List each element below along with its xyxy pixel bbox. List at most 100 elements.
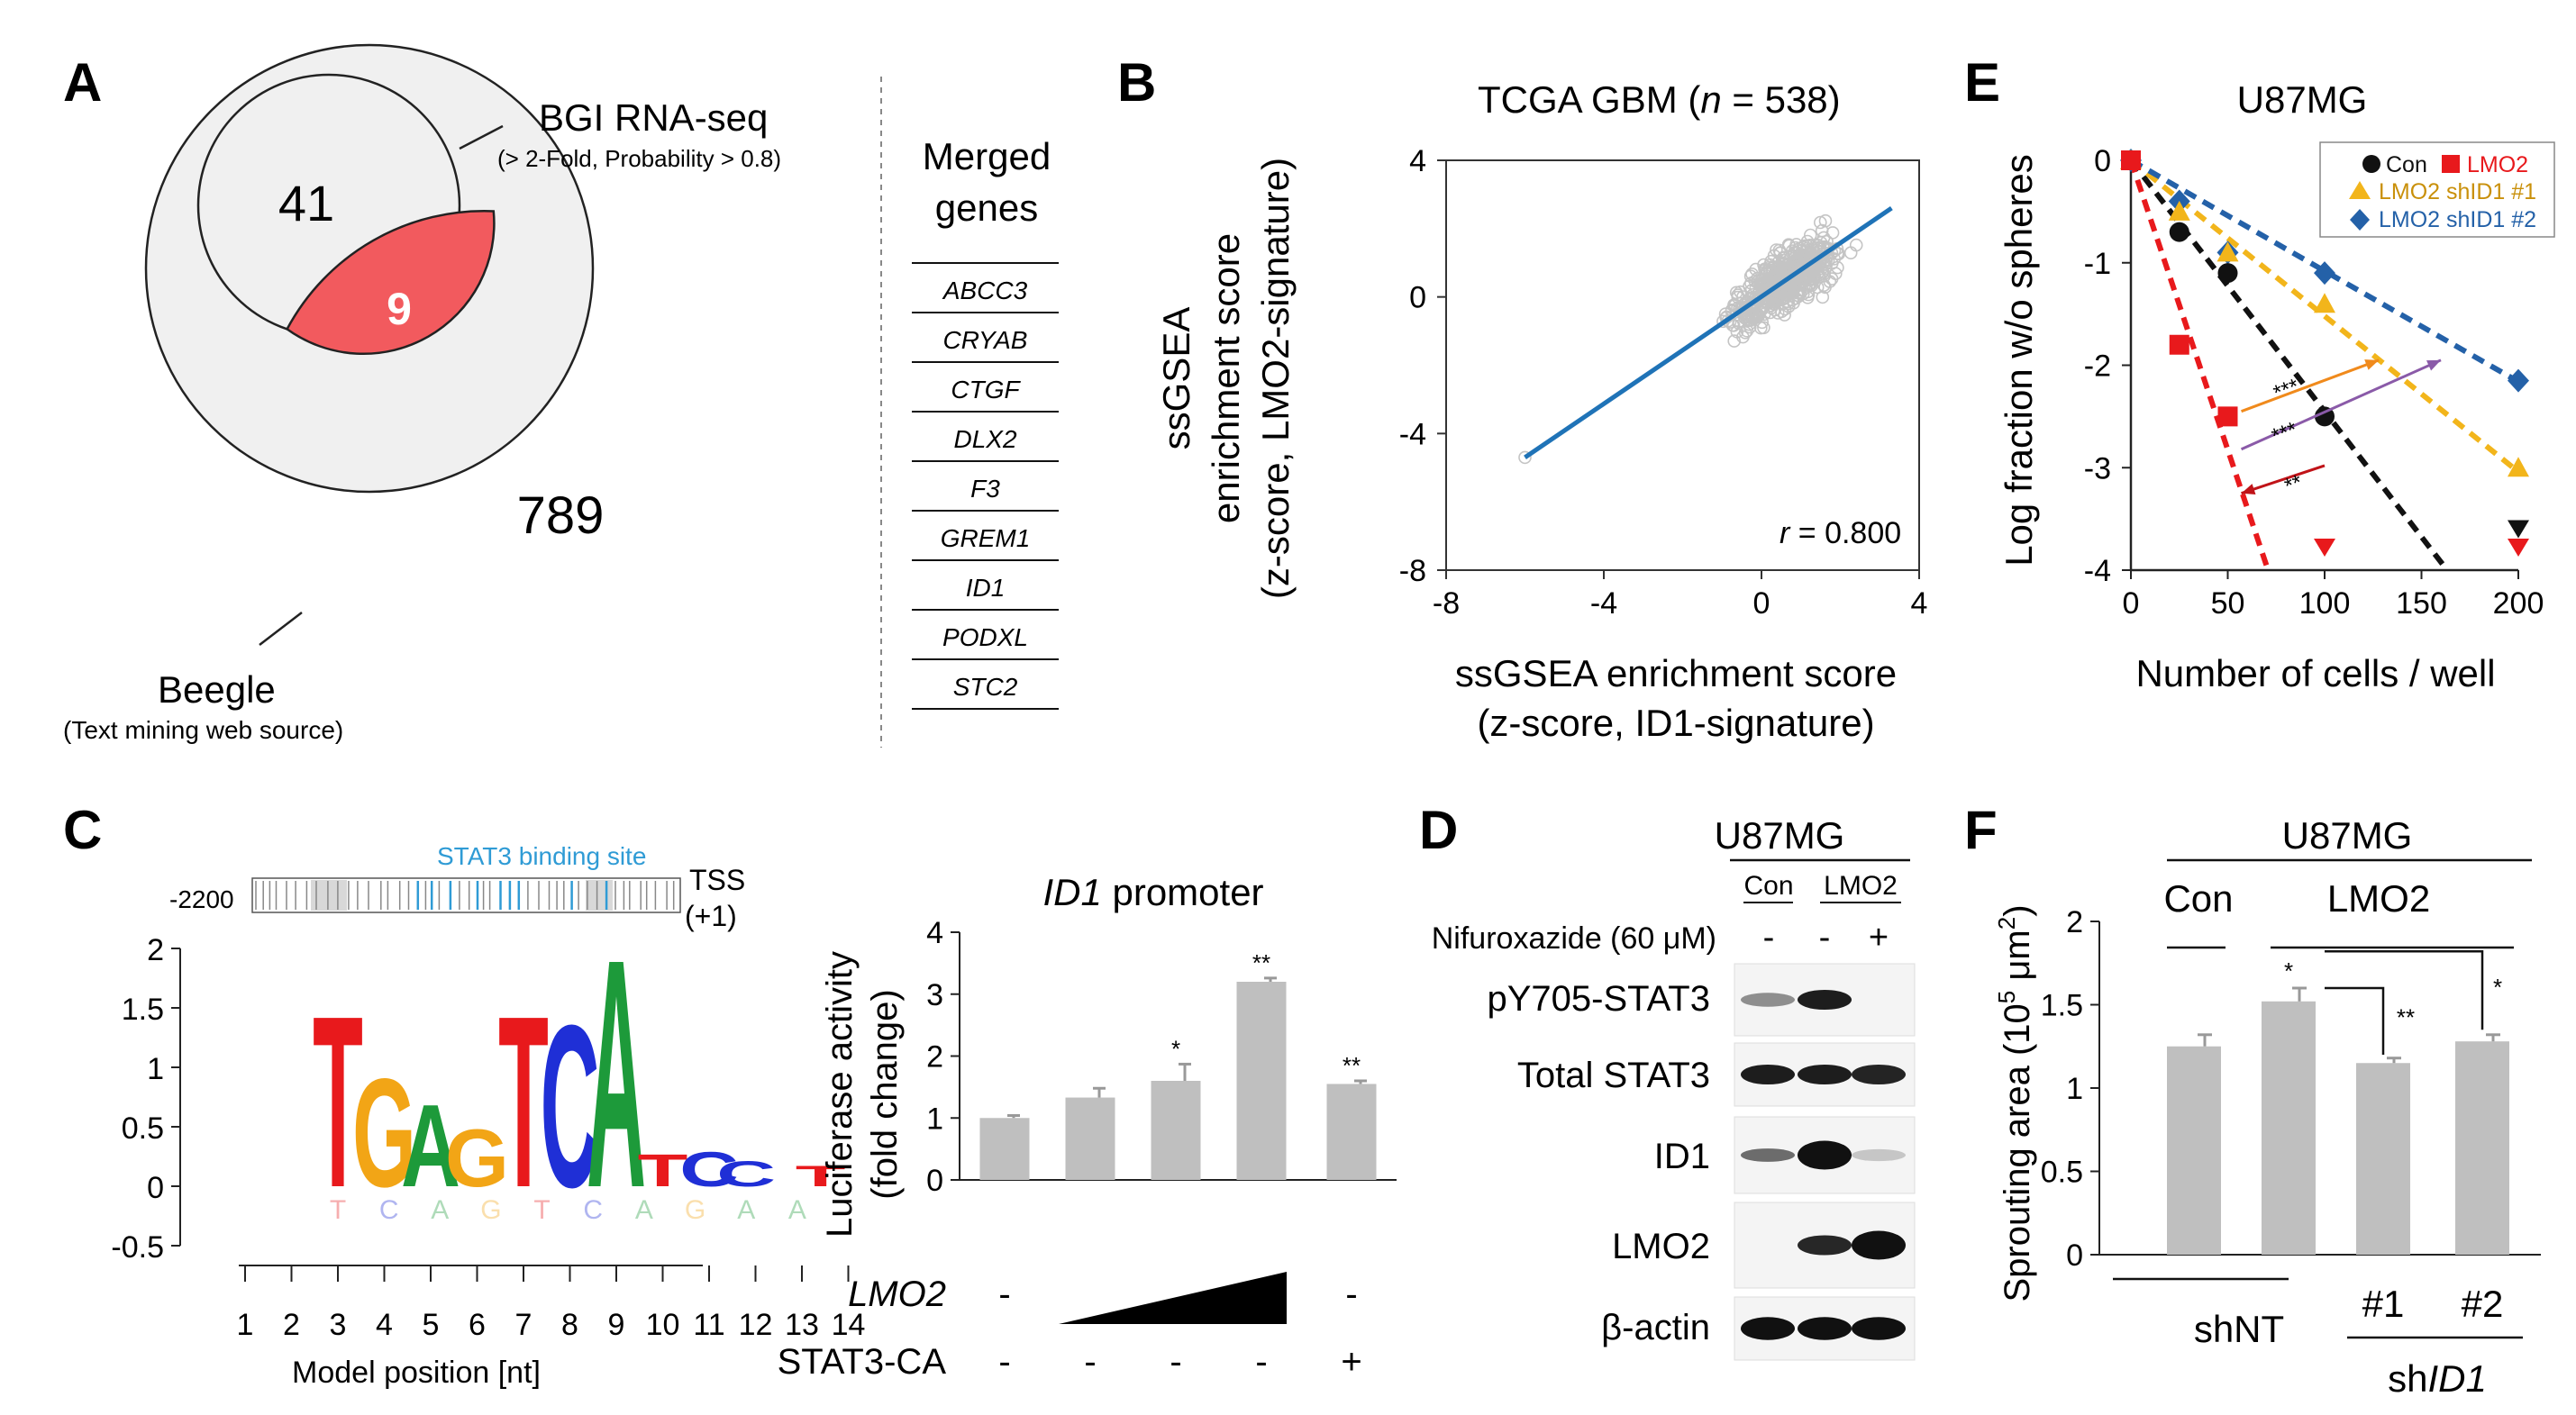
point-lmo2: [2217, 406, 2238, 427]
scatter-point: [1788, 251, 1802, 265]
blot-band: [1798, 1317, 1852, 1340]
y-tick-label: 0.5: [2041, 1156, 2083, 1190]
y-tick-label: 1: [147, 1052, 164, 1086]
bgi-only-count: 41: [278, 175, 334, 231]
y-tick-label: 1.5: [122, 993, 164, 1027]
scatter-point: [1744, 296, 1758, 311]
x-tick-label: 0: [1753, 586, 1770, 621]
bgi-subtitle: (> 2-Fold, Probability > 0.8): [497, 145, 781, 172]
logo-letter: C: [716, 1154, 776, 1194]
significance-label: *: [2493, 974, 2502, 1001]
legend-sh2-marker: [2350, 209, 2370, 231]
significance-label: **: [1252, 949, 1270, 976]
x-tick-label: 3: [330, 1308, 347, 1342]
scatter-point: [1757, 300, 1771, 313]
blot-band: [1798, 1235, 1852, 1256]
scatter-point: [1760, 296, 1773, 310]
y-tick-label: 4: [926, 916, 943, 950]
lmo2-row-label: LMO2: [848, 1274, 946, 1314]
sprouting-bar: [2167, 1046, 2221, 1255]
y-tick-label: 0: [926, 1164, 943, 1198]
luciferase-y-label: Luciferase activity (fold change): [820, 951, 905, 1238]
stat3ca-row-label: STAT3-CA: [778, 1342, 947, 1382]
blot-band: [1798, 989, 1852, 1011]
merged-gene-list: ABCC3 CRYAB CTGF DLX2 F3 GREM1 ID1 PODXL STC2: [912, 262, 1059, 710]
merged-gene: CRYAB: [943, 326, 1028, 354]
x-tick-label: 4: [1911, 586, 1928, 621]
scatter-point: [1778, 302, 1792, 316]
fit-line-sh2: [2129, 158, 2520, 385]
shid1-gene: ID1: [2428, 1357, 2487, 1400]
legend-sh2: LMO2 shID1 #2: [2379, 207, 2536, 232]
scatter-point: [1803, 277, 1816, 291]
scatter-point: [1727, 334, 1741, 348]
scatter-point: [1749, 262, 1762, 277]
scatter-point: [1754, 321, 1768, 335]
point-sh1: [2168, 200, 2190, 221]
luciferase-bar: [979, 1118, 1030, 1180]
x-tick-label: 6: [469, 1308, 486, 1342]
x-tick-label: 11: [693, 1308, 724, 1342]
correlation-label: r = 0.800: [1780, 516, 1901, 550]
panel-d: D U87MG Con LMO2 Nifuroxazide (60 μM) - …: [1419, 800, 1916, 1361]
blot-band: [1798, 1140, 1852, 1170]
scatter-y-label-3: (z-score, LMO2-signature): [1254, 158, 1297, 599]
legend-lmo2-marker: [2442, 155, 2460, 173]
significance-label: **: [1343, 1052, 1361, 1079]
point-con-below-limit: [2508, 520, 2529, 539]
y-tick-label: -0.5: [111, 1230, 164, 1265]
blot-band: [1798, 1064, 1852, 1085]
y-tick-label: 2: [926, 1040, 943, 1075]
x-tick-label: 13: [785, 1308, 819, 1342]
beegle-title: Beegle: [158, 668, 276, 711]
treatment-sign-1: -: [1763, 919, 1775, 957]
panel-b: B TCGA GBM (n = 538) -8 -4 0 4 4 0 -4 -8 r = 0…: [1117, 52, 1927, 744]
logo-letter-faint: T: [330, 1195, 346, 1225]
logo-letter-faint: G: [685, 1195, 705, 1225]
scatter-point: [1843, 246, 1858, 260]
blot-membrane: [1734, 963, 1916, 1037]
blot-label: LMO2: [1612, 1227, 1710, 1266]
significance-arrowhead: [2241, 484, 2256, 494]
logo-letter-faint: A: [788, 1195, 806, 1225]
y-tick-label: -8: [1399, 554, 1426, 588]
stat3-binding-label: STAT3 binding site: [437, 842, 646, 870]
scatter-title-main: TCGA GBM (: [1478, 78, 1700, 121]
y-tick-label: 2: [147, 933, 164, 967]
y-tick-label: -4: [1399, 417, 1426, 451]
lmo2-dose-wedge: [1059, 1272, 1287, 1324]
y-tick-label: -4: [2084, 554, 2111, 588]
scatter-point: [1731, 290, 1745, 304]
scatter-point: [1816, 290, 1830, 304]
legend-sh1-marker: [2349, 181, 2371, 199]
beegle-only-count: 789: [517, 486, 605, 545]
motif-logo-axes: 21.510.50-0.51 2 3 4 5 6 7 8 9 10 11 12 13 14: [111, 933, 865, 1342]
overlap-region: [285, 210, 496, 356]
beegle-subtitle: (Text mining web source): [63, 716, 343, 744]
bgi-leader-line: [459, 124, 504, 150]
stat3ca-sign: -: [998, 1342, 1010, 1382]
luciferase-bar: [1326, 1084, 1377, 1180]
panel-d-letter: D: [1419, 800, 1458, 860]
logo-letter-faint: A: [737, 1195, 755, 1225]
point-lmo2: [2169, 334, 2189, 355]
scatter-point: [1788, 245, 1801, 259]
point-lmo2-below-limit: [2508, 538, 2529, 557]
significance-label: *: [2284, 957, 2293, 984]
y-tick-label: 3: [926, 978, 943, 1012]
logo-letter: A: [587, 891, 646, 1256]
blot-label: ID1: [1654, 1137, 1710, 1176]
shid1-prefix: sh: [2388, 1357, 2427, 1400]
scatter-point: [1518, 450, 1532, 465]
sprouting-con: Con: [2163, 877, 2233, 920]
merged-gene: PODXL: [942, 623, 1028, 651]
merged-gene: GREM1: [941, 524, 1031, 552]
panel-f: F U87MG Con LMO2 Sprouting area (105 μm2…: [1964, 800, 2541, 1400]
logo-letter: T: [638, 1145, 688, 1196]
beegle-leader-line: [259, 612, 303, 646]
scatter-x-label-2: (z-score, ID1-signature): [1477, 702, 1874, 744]
lda-title: U87MG: [2237, 78, 2368, 121]
